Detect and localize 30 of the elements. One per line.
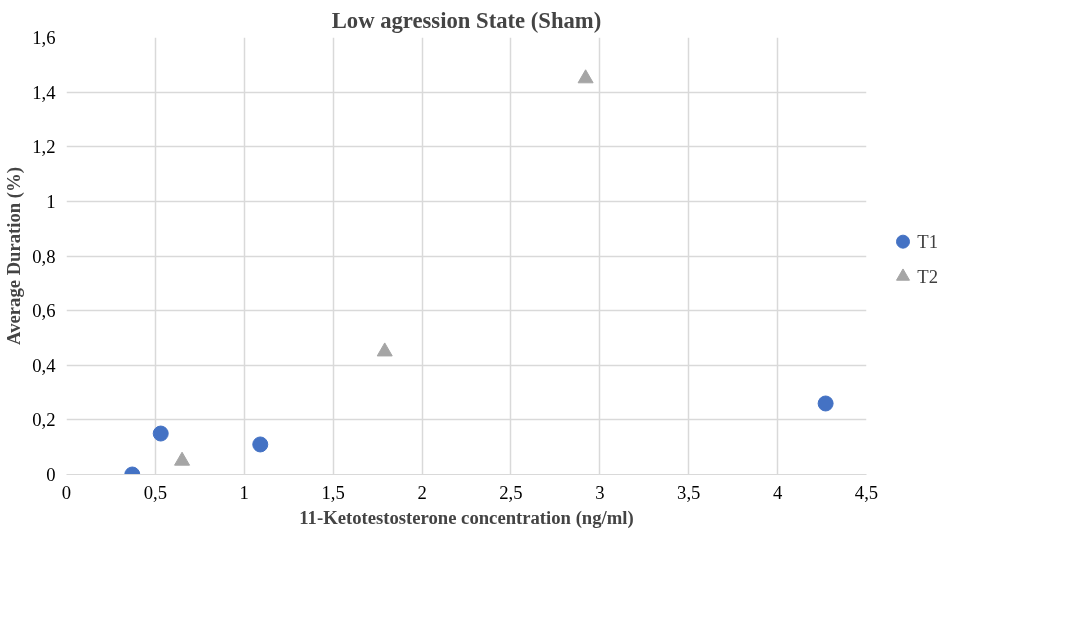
point <box>376 342 393 357</box>
x-tick-label: 2 <box>417 481 427 503</box>
x-tick-label: 3 <box>595 481 605 503</box>
chart-title: Low agression State (Sham) <box>331 7 602 33</box>
point <box>174 451 191 466</box>
y-tick-label: 0,4 <box>32 354 57 376</box>
y-tick-label: 0 <box>46 464 56 485</box>
x-tick-label: 3,5 <box>677 481 701 503</box>
y-tick-label: 1 <box>46 190 56 212</box>
x-tick-label: 1,5 <box>321 481 345 503</box>
point <box>817 395 834 412</box>
x-tick-label: 4 <box>772 481 783 503</box>
x-tick-label: 2,5 <box>499 481 523 503</box>
y-tick-label: 0,8 <box>32 245 56 267</box>
y-tick-label: 1,4 <box>32 81 57 103</box>
y-tick-label: 1,2 <box>32 136 56 158</box>
x-tick-label: 0 <box>61 481 72 503</box>
x-tick-label: 4,5 <box>854 481 879 503</box>
point <box>152 425 169 442</box>
legend-label: T1 <box>917 231 939 253</box>
y-tick-label: 0,6 <box>32 300 56 322</box>
x-tick-label: 1 <box>239 481 249 503</box>
y-tick-label: 1,6 <box>32 27 56 48</box>
x-axis-title: 11-Ketotestosterone concentration (ng/ml) <box>299 506 634 529</box>
y-tick-label: 0,2 <box>32 409 56 431</box>
point <box>252 436 269 453</box>
y-axis-title: Average Duration (%) <box>3 167 26 345</box>
legend-label: T2 <box>917 265 939 287</box>
x-tick-label: 0,5 <box>143 481 168 503</box>
point <box>577 69 594 84</box>
